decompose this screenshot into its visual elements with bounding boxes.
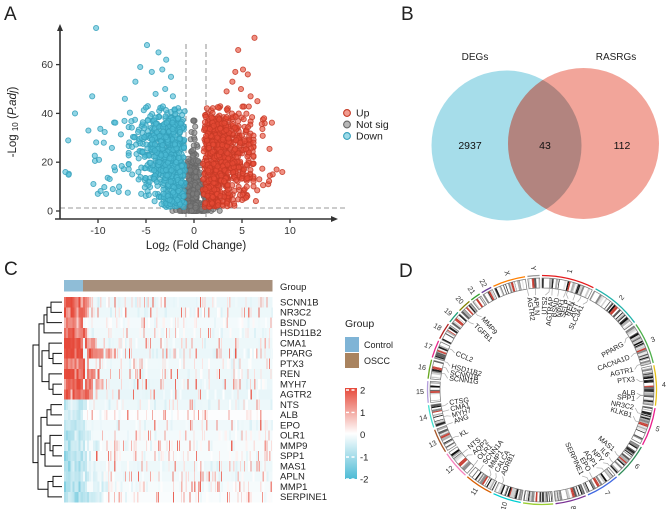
svg-text:MMP9: MMP9	[280, 441, 307, 452]
svg-text:SERPINE1: SERPINE1	[280, 492, 327, 503]
svg-text:-Log 10 (P.adj): -Log 10 (P.adj)	[7, 86, 20, 157]
svg-text:NTS: NTS	[280, 400, 299, 411]
svg-text:Not sig: Not sig	[356, 119, 389, 131]
svg-text:CMA1: CMA1	[280, 338, 306, 349]
svg-text:10: 10	[284, 225, 296, 237]
svg-text:1: 1	[360, 408, 365, 419]
svg-text:SPP1: SPP1	[280, 451, 304, 462]
svg-text:A: A	[4, 4, 17, 25]
svg-text:MAS1: MAS1	[280, 461, 306, 472]
svg-text:22: 22	[477, 277, 489, 288]
svg-text:2: 2	[617, 293, 626, 302]
svg-text:BSND: BSND	[280, 318, 307, 329]
svg-text:X: X	[502, 269, 512, 276]
svg-text:19: 19	[442, 306, 454, 318]
svg-text:DEGs: DEGs	[462, 52, 489, 63]
svg-text:6: 6	[633, 461, 642, 471]
svg-text:-2: -2	[360, 474, 368, 485]
svg-text:0: 0	[47, 206, 53, 218]
svg-text:5: 5	[239, 225, 245, 237]
svg-text:SCNN1B: SCNN1B	[280, 297, 319, 308]
svg-text:OSCC: OSCC	[364, 356, 391, 366]
svg-text:APLN: APLN	[280, 472, 305, 483]
svg-text:21: 21	[466, 284, 478, 296]
svg-text:10: 10	[498, 501, 509, 509]
svg-text:SCNN1G: SCNN1G	[449, 375, 479, 387]
svg-text:20: 20	[454, 294, 466, 306]
svg-text:CMA1: CMA1	[450, 401, 471, 413]
svg-text:-1: -1	[360, 452, 368, 463]
svg-text:Group: Group	[280, 282, 306, 293]
svg-text:ALB: ALB	[622, 389, 636, 397]
svg-text:NR3C2: NR3C2	[280, 308, 311, 319]
svg-text:OLR1: OLR1	[280, 431, 305, 442]
svg-text:AGTRAP: AGTRAP	[545, 296, 556, 326]
svg-text:17: 17	[423, 340, 434, 351]
svg-text:RASRGs: RASRGs	[596, 52, 637, 63]
svg-text:8: 8	[569, 505, 579, 509]
svg-text:-10: -10	[90, 225, 105, 237]
svg-text:PTX3: PTX3	[617, 375, 636, 385]
svg-text:60: 60	[41, 59, 53, 71]
svg-text:EPO: EPO	[280, 420, 300, 431]
svg-text:SPP1: SPP1	[617, 393, 636, 403]
svg-text:KL: KL	[458, 427, 470, 438]
svg-text:Up: Up	[356, 108, 370, 120]
svg-text:Group: Group	[345, 318, 374, 330]
svg-text:AGTR2: AGTR2	[280, 390, 312, 401]
svg-text:18: 18	[432, 321, 443, 333]
svg-text:Down: Down	[356, 131, 383, 143]
svg-text:112: 112	[614, 140, 631, 152]
svg-text:Log2 (Fold Change): Log2 (Fold Change)	[146, 240, 247, 253]
svg-text:-5: -5	[141, 225, 150, 237]
svg-text:16: 16	[417, 362, 427, 372]
svg-text:AGTR2: AGTR2	[525, 297, 536, 322]
svg-text:3: 3	[649, 334, 656, 344]
svg-text:15: 15	[416, 387, 424, 396]
svg-text:4: 4	[662, 380, 666, 389]
svg-text:ALB: ALB	[280, 410, 298, 421]
svg-text:40: 40	[41, 108, 53, 120]
svg-text:APLN: APLN	[532, 296, 541, 315]
svg-text:1: 1	[565, 268, 575, 274]
svg-text:UTS2: UTS2	[541, 296, 550, 314]
svg-text:7: 7	[603, 489, 613, 497]
svg-text:12: 12	[444, 464, 456, 476]
svg-text:D: D	[399, 261, 413, 282]
svg-text:C: C	[4, 259, 18, 280]
svg-text:0: 0	[360, 430, 365, 441]
svg-text:2937: 2937	[458, 140, 482, 152]
svg-text:Control: Control	[364, 340, 393, 350]
svg-text:5: 5	[654, 424, 661, 434]
svg-text:MMP1: MMP1	[280, 482, 307, 493]
svg-text:MYH7: MYH7	[280, 379, 306, 390]
svg-text:CTSG: CTSG	[449, 396, 470, 407]
svg-text:0: 0	[191, 225, 197, 237]
svg-text:14: 14	[418, 412, 428, 423]
svg-text:B: B	[401, 4, 414, 25]
svg-text:11: 11	[468, 486, 480, 497]
svg-text:PPARG: PPARG	[280, 349, 313, 360]
svg-text:REN: REN	[280, 369, 300, 380]
svg-text:HSD11B2: HSD11B2	[280, 328, 322, 339]
svg-text:PTX3: PTX3	[280, 359, 304, 370]
svg-text:2: 2	[360, 385, 365, 396]
svg-text:BSND: BSND	[550, 297, 561, 318]
svg-text:20: 20	[41, 157, 53, 169]
svg-text:13: 13	[427, 438, 438, 450]
svg-text:Y: Y	[529, 266, 538, 272]
svg-text:43: 43	[539, 140, 551, 152]
